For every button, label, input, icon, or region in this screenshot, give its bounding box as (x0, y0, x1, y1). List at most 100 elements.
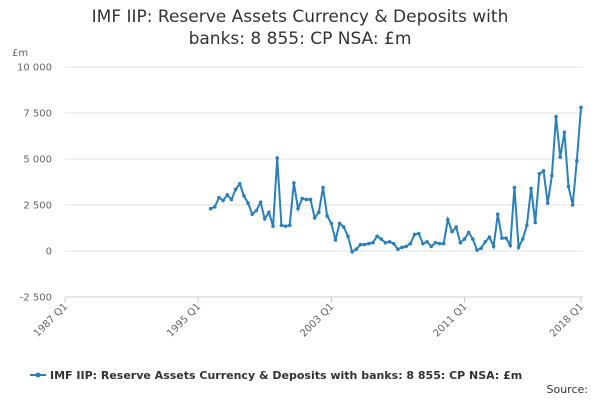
point (421, 241, 425, 246)
point (366, 241, 371, 246)
y-tick-label: 7 500 (23, 109, 52, 120)
y-tick-label: 5 000 (23, 155, 52, 166)
y-tick-label: 2 500 (23, 201, 52, 212)
point (554, 114, 558, 119)
point (312, 216, 317, 220)
point (566, 184, 571, 189)
point (275, 156, 280, 160)
point (504, 236, 508, 240)
point (304, 197, 309, 202)
point (425, 240, 429, 244)
point (437, 241, 442, 246)
series-line (210, 107, 582, 254)
point (350, 250, 354, 254)
point (529, 186, 533, 191)
point (475, 248, 479, 252)
point (483, 240, 488, 244)
point (283, 224, 288, 228)
y-tick-label: 0 (46, 247, 52, 258)
point (325, 214, 329, 218)
point (358, 242, 363, 247)
point (516, 245, 521, 250)
point (213, 205, 217, 209)
x-tick-label: 2018 Q1 (548, 301, 586, 339)
point (446, 217, 450, 222)
y-tick-label: -2 500 (20, 293, 52, 304)
point (500, 236, 504, 240)
point (233, 187, 238, 192)
point (300, 196, 304, 201)
x-tick-label: 2003 Q1 (298, 301, 336, 339)
point (333, 238, 338, 242)
point (391, 241, 396, 246)
point (562, 130, 567, 135)
point (317, 210, 321, 215)
point (575, 159, 579, 163)
point (375, 234, 379, 239)
point (217, 195, 221, 200)
legend-marker (35, 372, 41, 378)
point (292, 181, 296, 185)
point (416, 231, 421, 236)
point (396, 247, 400, 251)
point (337, 221, 342, 226)
point (229, 197, 234, 202)
point (279, 223, 284, 228)
point (579, 105, 583, 110)
point (491, 244, 496, 249)
point (458, 240, 463, 245)
point (383, 240, 388, 245)
point (508, 243, 513, 248)
point (262, 217, 267, 221)
point (354, 247, 359, 251)
x-tick-label: 2011 Q1 (432, 301, 470, 339)
point (479, 246, 483, 251)
point (541, 169, 546, 173)
point (321, 185, 325, 190)
point (520, 237, 525, 241)
point (550, 173, 554, 178)
source: Source: (547, 383, 589, 396)
point (545, 201, 550, 205)
point (287, 223, 292, 228)
point (487, 235, 492, 239)
point (208, 206, 213, 211)
point (537, 171, 542, 176)
legend-label: IMF IIP: Reserve Assets Currency & Depos… (50, 369, 522, 382)
point (225, 193, 230, 197)
point (466, 230, 471, 235)
point (237, 182, 242, 186)
point (471, 237, 475, 241)
point (570, 203, 575, 207)
y-axis-label: £m (12, 48, 28, 59)
point (450, 229, 454, 234)
point (258, 200, 263, 205)
point (400, 245, 404, 250)
point (250, 212, 255, 216)
point (362, 242, 367, 247)
point (242, 194, 246, 198)
point (296, 206, 300, 211)
point (342, 225, 346, 229)
point (329, 221, 334, 226)
point (246, 201, 250, 205)
point (454, 225, 458, 229)
point (408, 241, 413, 246)
x-tick-label: 1995 Q1 (165, 301, 203, 339)
point (371, 240, 375, 245)
point (525, 223, 529, 228)
point (441, 241, 446, 246)
point (271, 224, 275, 228)
point (379, 237, 384, 241)
point (462, 237, 467, 241)
point (346, 234, 350, 239)
point (533, 220, 538, 225)
point (433, 240, 438, 245)
point (254, 208, 259, 213)
x-tick-label: 1987 Q1 (32, 301, 70, 339)
point (412, 232, 417, 237)
chart-title: IMF IIP: Reserve Assets Currency & Depos… (91, 7, 509, 49)
point (512, 185, 517, 190)
